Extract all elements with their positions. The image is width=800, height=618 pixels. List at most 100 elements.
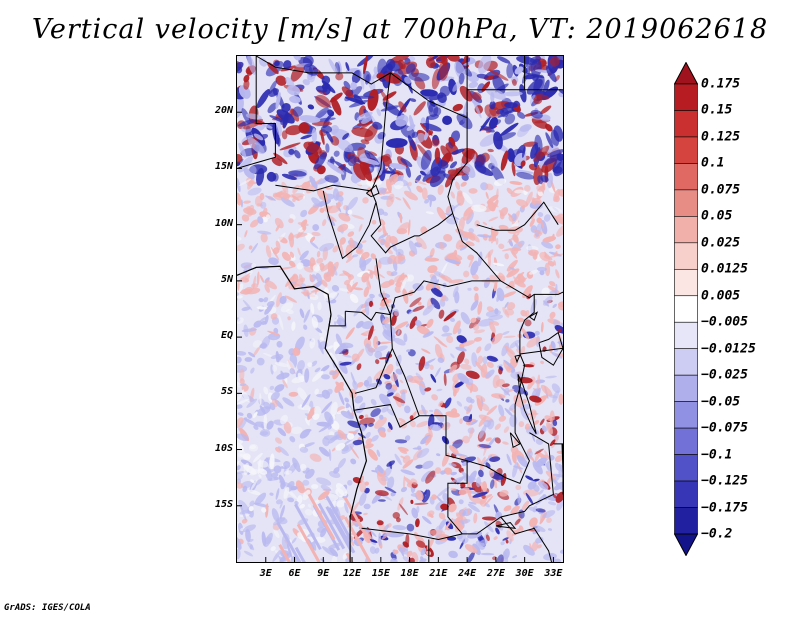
field-cell	[416, 325, 431, 335]
field-cell	[425, 470, 436, 484]
field-cell	[456, 190, 463, 197]
field-cell	[474, 160, 487, 174]
field-cell	[302, 479, 310, 486]
field-cell	[471, 204, 487, 213]
field-cell	[385, 363, 394, 375]
field-cell	[285, 77, 295, 88]
field-cell	[269, 492, 274, 496]
field-cell	[351, 70, 362, 84]
field-cell	[527, 379, 535, 390]
field-cell	[498, 243, 505, 250]
field-cell	[482, 481, 488, 493]
border-line	[500, 516, 552, 562]
field-cell	[555, 244, 561, 250]
field-cell	[416, 420, 430, 428]
colorbar-label: −0.125	[701, 473, 748, 489]
field-cell	[448, 279, 464, 284]
field-cell	[376, 520, 384, 526]
field-cell	[242, 453, 251, 460]
field-cell	[356, 111, 373, 121]
field-cell	[502, 331, 510, 335]
field-cell	[421, 348, 431, 354]
field-cell	[269, 385, 275, 390]
field-cell	[276, 372, 290, 380]
field-cell	[473, 337, 483, 342]
field-cell	[316, 477, 332, 486]
field-cell	[321, 374, 330, 380]
field-cell	[485, 369, 495, 379]
field-cell	[506, 302, 516, 311]
field-cell	[425, 57, 436, 69]
field-cell	[516, 199, 528, 208]
field-cell	[250, 219, 259, 228]
field-cell	[511, 246, 519, 255]
field-cell	[493, 131, 503, 150]
field-cell	[558, 89, 563, 95]
field-cell	[489, 456, 501, 462]
field-cell	[415, 320, 422, 327]
field-cell	[394, 321, 409, 330]
field-cell	[501, 383, 510, 388]
field-cell	[398, 101, 407, 113]
field-cell	[258, 57, 268, 67]
field-cell	[511, 527, 522, 536]
field-cell	[552, 390, 560, 403]
field-cell	[241, 108, 251, 125]
field-cell	[237, 154, 243, 163]
field-cell	[378, 499, 386, 502]
colorbar-swatch	[674, 136, 698, 164]
field-cell	[447, 141, 454, 149]
field-cell	[452, 320, 461, 335]
field-cell	[461, 173, 469, 181]
field-cell	[263, 413, 268, 430]
field-cell	[267, 62, 279, 75]
field-cell	[482, 356, 488, 365]
border-line	[447, 112, 563, 299]
field-cell	[416, 445, 422, 451]
lon-tick-label: 18E	[400, 568, 419, 579]
field-cell	[527, 480, 537, 490]
field-cell	[336, 499, 346, 508]
field-cell	[387, 249, 393, 255]
field-cell	[365, 438, 372, 445]
field-cell	[409, 415, 414, 420]
field-streak	[307, 493, 336, 540]
field-cell	[324, 292, 338, 302]
field-cell	[345, 96, 366, 105]
field-cell	[297, 404, 311, 411]
field-cell	[420, 89, 438, 97]
border-line	[345, 310, 393, 394]
field-cell	[545, 65, 557, 83]
field-cell	[299, 446, 309, 453]
field-cell	[487, 356, 499, 361]
field-cell	[534, 330, 540, 336]
field-cell	[343, 438, 354, 445]
field-cell	[421, 404, 427, 416]
field-cell	[530, 109, 543, 119]
field-cell	[249, 165, 257, 175]
field-cell	[426, 318, 434, 329]
field-cell	[356, 320, 364, 329]
colorbar-label: −0.2	[701, 526, 733, 542]
field-cell	[339, 361, 352, 366]
lake-chad	[366, 184, 380, 198]
field-cell	[498, 366, 504, 371]
field-cell	[390, 557, 398, 562]
field-cell	[538, 489, 544, 495]
field-cell	[551, 351, 563, 359]
field-cell	[379, 414, 384, 420]
field-cell	[296, 262, 304, 270]
field-cell	[347, 480, 353, 486]
colorbar-swatch	[674, 321, 698, 350]
colorbar-top-arrow	[674, 62, 698, 85]
colorbar-label: −0.025	[701, 367, 748, 383]
field-cell	[501, 342, 510, 357]
field-cell	[252, 411, 258, 419]
field-cell	[237, 381, 241, 388]
field-cell	[378, 430, 387, 438]
field-cell	[238, 179, 252, 186]
field-cell	[341, 86, 354, 99]
field-cell	[512, 385, 525, 395]
border-line	[375, 258, 501, 317]
field-cell	[395, 368, 404, 375]
